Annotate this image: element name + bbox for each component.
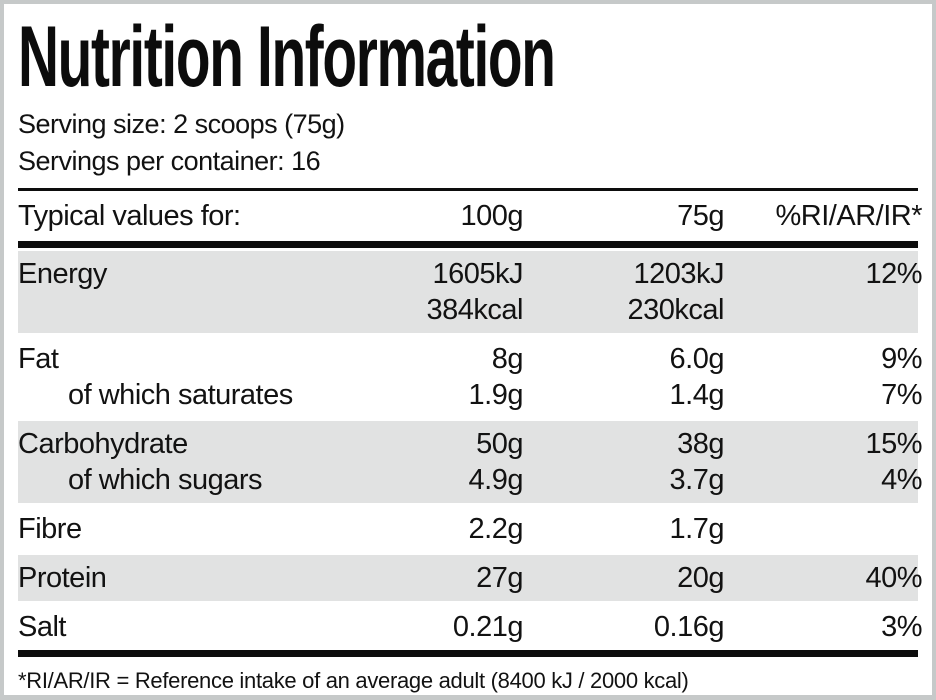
row-line: Fibre 2.2g 1.7g (18, 511, 918, 547)
row-line: of which saturates 1.9g 1.4g 7% (18, 377, 923, 413)
value-100g: 0.21g (452, 611, 524, 643)
table-row-energy: Energy 1605kJ 1203kJ 12% 384kcal 230kcal (18, 251, 923, 333)
row-line: Energy 1605kJ 1203kJ 12% (18, 256, 923, 292)
column-header-ri: %RI/AR/IR* (775, 200, 923, 232)
table-row-protein: Protein 27g 20g 40% (18, 555, 923, 601)
table-row-carbohydrate: Carbohydrate 50g 38g 15% of which sugars… (18, 421, 923, 503)
page-title: Nutrition Information (18, 9, 556, 105)
row-label: Carbohydrate (18, 428, 188, 460)
value-ri (724, 511, 922, 547)
value-100g: 2.2g (468, 513, 524, 545)
value-100g: 4.9g (468, 464, 524, 496)
value-100g: 1.9g (468, 379, 524, 411)
value-75g: 6.0g (669, 343, 725, 375)
value-100g: 27g (476, 562, 523, 594)
row-label: Salt (18, 611, 66, 643)
row-line: 384kcal 230kcal (18, 292, 918, 328)
divider-thin (18, 188, 918, 191)
value-ri: 40% (865, 562, 922, 594)
value-ri: 9% (881, 343, 922, 375)
row-sublabel: of which sugars (68, 464, 263, 496)
value-75g: 1.4g (669, 379, 725, 411)
divider-thick-top (18, 241, 918, 248)
value-75g: 20g (677, 562, 724, 594)
reference-intake-footnote: *RI/AR/IR = Reference intake of an avera… (18, 668, 689, 693)
row-line: Salt 0.21g 0.16g 3% (18, 609, 923, 645)
table-row-fat: Fat 8g 6.0g 9% of which saturates 1.9g 1… (18, 336, 923, 418)
value-ri: 4% (881, 464, 922, 496)
value-75g: 38g (677, 428, 724, 460)
serving-size-text: Serving size: 2 scoops (75g) (18, 109, 345, 139)
value-ri (724, 292, 922, 328)
column-header-100g: 100g (460, 200, 523, 232)
table-row-fibre: Fibre 2.2g 1.7g (18, 506, 918, 552)
value-75g: 3.7g (669, 464, 725, 496)
value-75g: 0.16g (653, 611, 725, 643)
value-ri: 3% (881, 611, 922, 643)
value-ri: 15% (865, 428, 922, 460)
table-header-row: Typical values for: 100g 75g %RI/AR/IR* (18, 191, 923, 241)
row-sublabel: of which saturates (68, 379, 293, 411)
value-100g: 1605kJ (432, 258, 523, 290)
row-label (18, 292, 318, 328)
row-label: Protein (18, 562, 107, 594)
column-header-label: Typical values for: (18, 200, 241, 232)
value-75g: 1.7g (669, 513, 725, 545)
value-100g: 8g (491, 343, 524, 375)
value-75g: 230kcal (627, 294, 725, 326)
serving-info: Serving size: 2 scoops (75g) Servings pe… (18, 106, 918, 180)
row-label: Fat (18, 343, 59, 375)
table-row-salt: Salt 0.21g 0.16g 3% (18, 604, 923, 650)
column-header-75g: 75g (677, 200, 724, 232)
row-line: of which sugars 4.9g 3.7g 4% (18, 462, 923, 498)
value-75g: 1203kJ (633, 258, 724, 290)
divider-thick-bottom (18, 650, 918, 657)
row-line: Protein 27g 20g 40% (18, 560, 923, 596)
value-ri: 12% (865, 258, 922, 290)
row-label: Energy (18, 258, 107, 290)
value-100g: 384kcal (426, 294, 524, 326)
servings-per-container-text: Servings per container: 16 (18, 146, 321, 176)
row-line: Fat 8g 6.0g 9% (18, 341, 923, 377)
value-100g: 50g (476, 428, 523, 460)
row-label: Fibre (18, 513, 82, 545)
row-line: Carbohydrate 50g 38g 15% (18, 426, 923, 462)
value-ri: 7% (881, 379, 922, 411)
